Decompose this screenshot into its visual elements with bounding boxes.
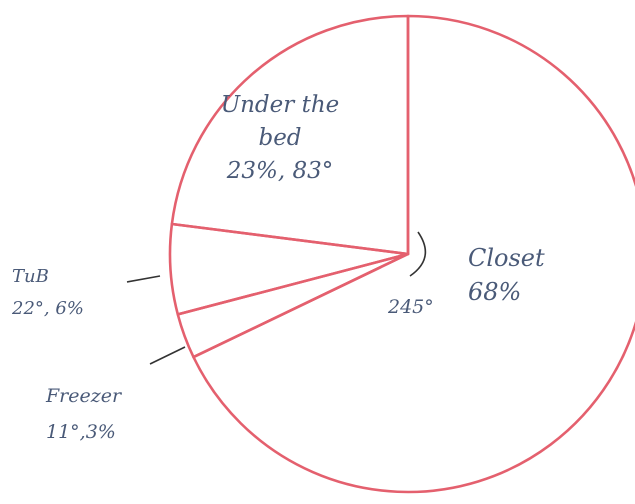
leader-line-freezer (149, 346, 186, 365)
pie-slice-tub (168, 222, 410, 316)
slice-label-closet-line-1: Closet (468, 244, 545, 272)
slice-label-freezer-line-2: 11°,3% (46, 421, 116, 443)
slice-label-freezer-line-1: Freezer (45, 385, 123, 407)
slice-label-tub-line-1: TuB (12, 266, 49, 287)
pie-slice-under-the-bed (170, 14, 410, 256)
slice-label-under-the-bed-line-3: 23%, 83° (226, 158, 334, 184)
slice-label-under-the-bed-line-1: Under the (221, 92, 340, 118)
slice-label-under-the-bed-line-2: bed (258, 125, 301, 151)
pie-slice-closet (192, 14, 635, 494)
angle-arc (409, 231, 427, 277)
leader-line-tub (126, 275, 161, 283)
angle-label: 245° (387, 296, 434, 318)
pie-slice-freezer (176, 252, 410, 359)
slice-label-closet-line-2: 68% (468, 278, 521, 306)
slice-label-tub-line-2: 22°, 6% (11, 298, 84, 319)
